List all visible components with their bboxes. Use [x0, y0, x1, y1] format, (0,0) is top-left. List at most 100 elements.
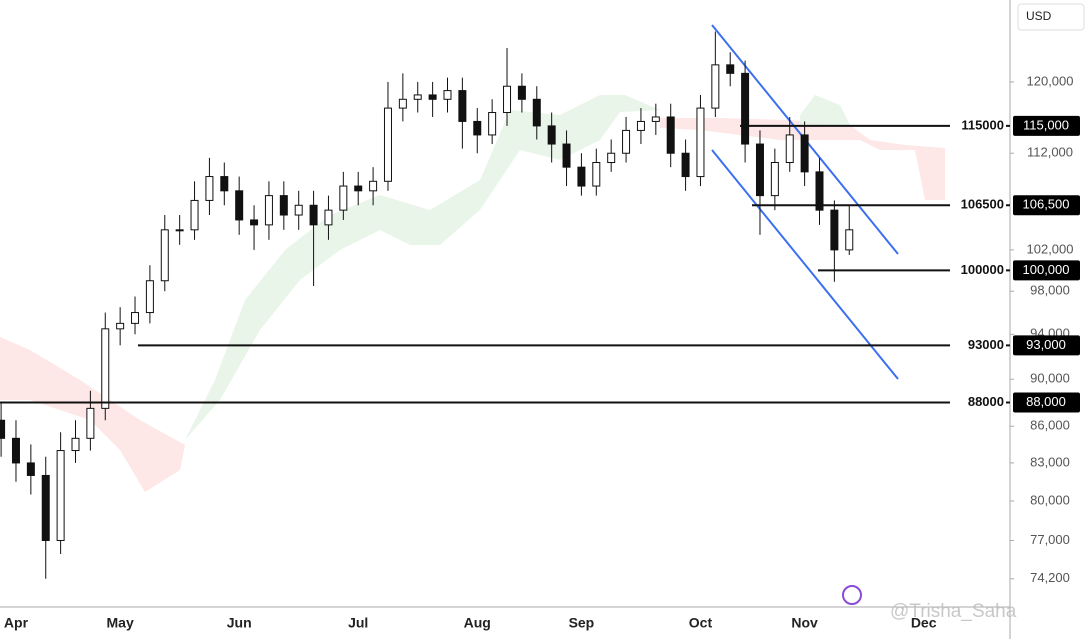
candle-body: [681, 152, 690, 178]
price-box-label: 88,000: [1026, 394, 1066, 409]
candle-body: [562, 143, 571, 168]
candle-body: [696, 107, 705, 178]
candle-body: [190, 199, 199, 231]
level-label-bg: [950, 196, 1006, 215]
candle-body: [666, 116, 675, 154]
candle-body: [636, 120, 645, 131]
candle-body: [577, 166, 586, 187]
candle-body: [101, 328, 110, 409]
price-box-label: 93,000: [1026, 337, 1066, 352]
currency-box: [1017, 3, 1085, 31]
x-tick-label: Oct: [689, 615, 713, 631]
y-tick-label: 80,000: [1030, 492, 1070, 507]
candle-body: [503, 85, 512, 114]
candle-body: [726, 64, 735, 74]
price-box: [1013, 195, 1080, 216]
candle-body: [205, 176, 214, 201]
price-box-label: 115,000: [1023, 117, 1069, 132]
candle-body: [517, 85, 526, 100]
candle-body: [116, 322, 125, 330]
price-box-label: 106,500: [1023, 197, 1070, 212]
level-label-bg: [950, 393, 1006, 412]
cloud-green: [185, 95, 660, 440]
candle-body: [86, 407, 95, 439]
candle-body: [131, 312, 140, 324]
candle-body: [324, 209, 333, 226]
candle-body: [309, 204, 318, 226]
candle-body: [175, 229, 184, 232]
logo: [842, 585, 862, 605]
candle-body: [56, 450, 65, 541]
candle-body: [383, 107, 392, 182]
candle-body: [755, 143, 764, 197]
candle-body: [532, 98, 541, 127]
candle-body: [830, 209, 839, 251]
cloud-green: [800, 95, 850, 125]
x-tick-label: May: [107, 615, 134, 631]
candle-body: [547, 125, 556, 145]
candle-body: [651, 116, 660, 122]
level-label-bg: [950, 116, 1006, 135]
candle-body: [815, 171, 824, 211]
candle-body: [339, 185, 348, 211]
candle-body: [145, 280, 154, 314]
y-tick-label: 83,000: [1030, 454, 1070, 469]
candle-body: [26, 462, 35, 476]
candle-body: [443, 90, 452, 100]
level-label-bg: [950, 261, 1006, 280]
candle-body: [354, 185, 363, 192]
candle-body: [369, 180, 378, 192]
candle-body: [622, 129, 631, 154]
candle-body: [294, 204, 303, 216]
x-tick-label: Jul: [348, 615, 368, 631]
price-box-label: 100,000: [1023, 262, 1070, 277]
candle-body: [428, 94, 437, 100]
candle-body: [488, 112, 497, 136]
price-box: [1013, 392, 1080, 413]
x-tick-label: Sep: [569, 615, 595, 631]
level-label-bg: [950, 336, 1006, 355]
candle-body: [41, 474, 50, 541]
y-tick-label: 74,200: [1030, 570, 1070, 585]
y-tick-label: 90,000: [1030, 371, 1070, 386]
level-label: 115000: [961, 117, 1004, 132]
y-tick-label: 102,000: [1027, 241, 1074, 256]
level-label: 106500: [961, 197, 1004, 212]
watermark: @Trisha_Saha: [890, 601, 1017, 622]
channel-lower: [711, 149, 899, 380]
candle-body: [413, 94, 422, 100]
currency: USD: [1026, 9, 1052, 23]
candle-body: [458, 90, 467, 122]
candle-body: [741, 72, 750, 145]
level-label: 100000: [961, 262, 1004, 277]
price-box: [1013, 335, 1080, 356]
level-label: 93000: [968, 337, 1004, 352]
candle-body: [785, 134, 794, 164]
price-box: [1013, 260, 1080, 281]
candle-body: [770, 162, 779, 197]
candle-body: [473, 120, 482, 136]
y-tick-label: 112,000: [1027, 145, 1073, 160]
candle-body: [0, 419, 6, 439]
x-tick-label: Dec: [911, 615, 937, 631]
candle-body: [250, 219, 259, 226]
candle-body: [11, 437, 20, 464]
x-tick-label: Apr: [4, 615, 29, 631]
candle-body: [711, 64, 720, 109]
y-tick-label: 120,000: [1027, 73, 1074, 88]
candle-body: [592, 162, 601, 187]
candle-body: [398, 98, 407, 109]
y-tick-label: 77,000: [1030, 532, 1070, 547]
y-tick-label: 98,000: [1030, 283, 1070, 298]
price-box: [1013, 115, 1080, 136]
x-tick-label: Jun: [227, 615, 252, 631]
candle-body: [607, 152, 616, 164]
candle-body: [71, 437, 80, 452]
candle-body: [845, 229, 854, 251]
cloud-red: [660, 118, 945, 200]
level-label: 88000: [968, 394, 1004, 409]
candle-body: [235, 190, 244, 221]
x-tick-label: Aug: [464, 615, 491, 631]
candle-body: [279, 195, 288, 216]
